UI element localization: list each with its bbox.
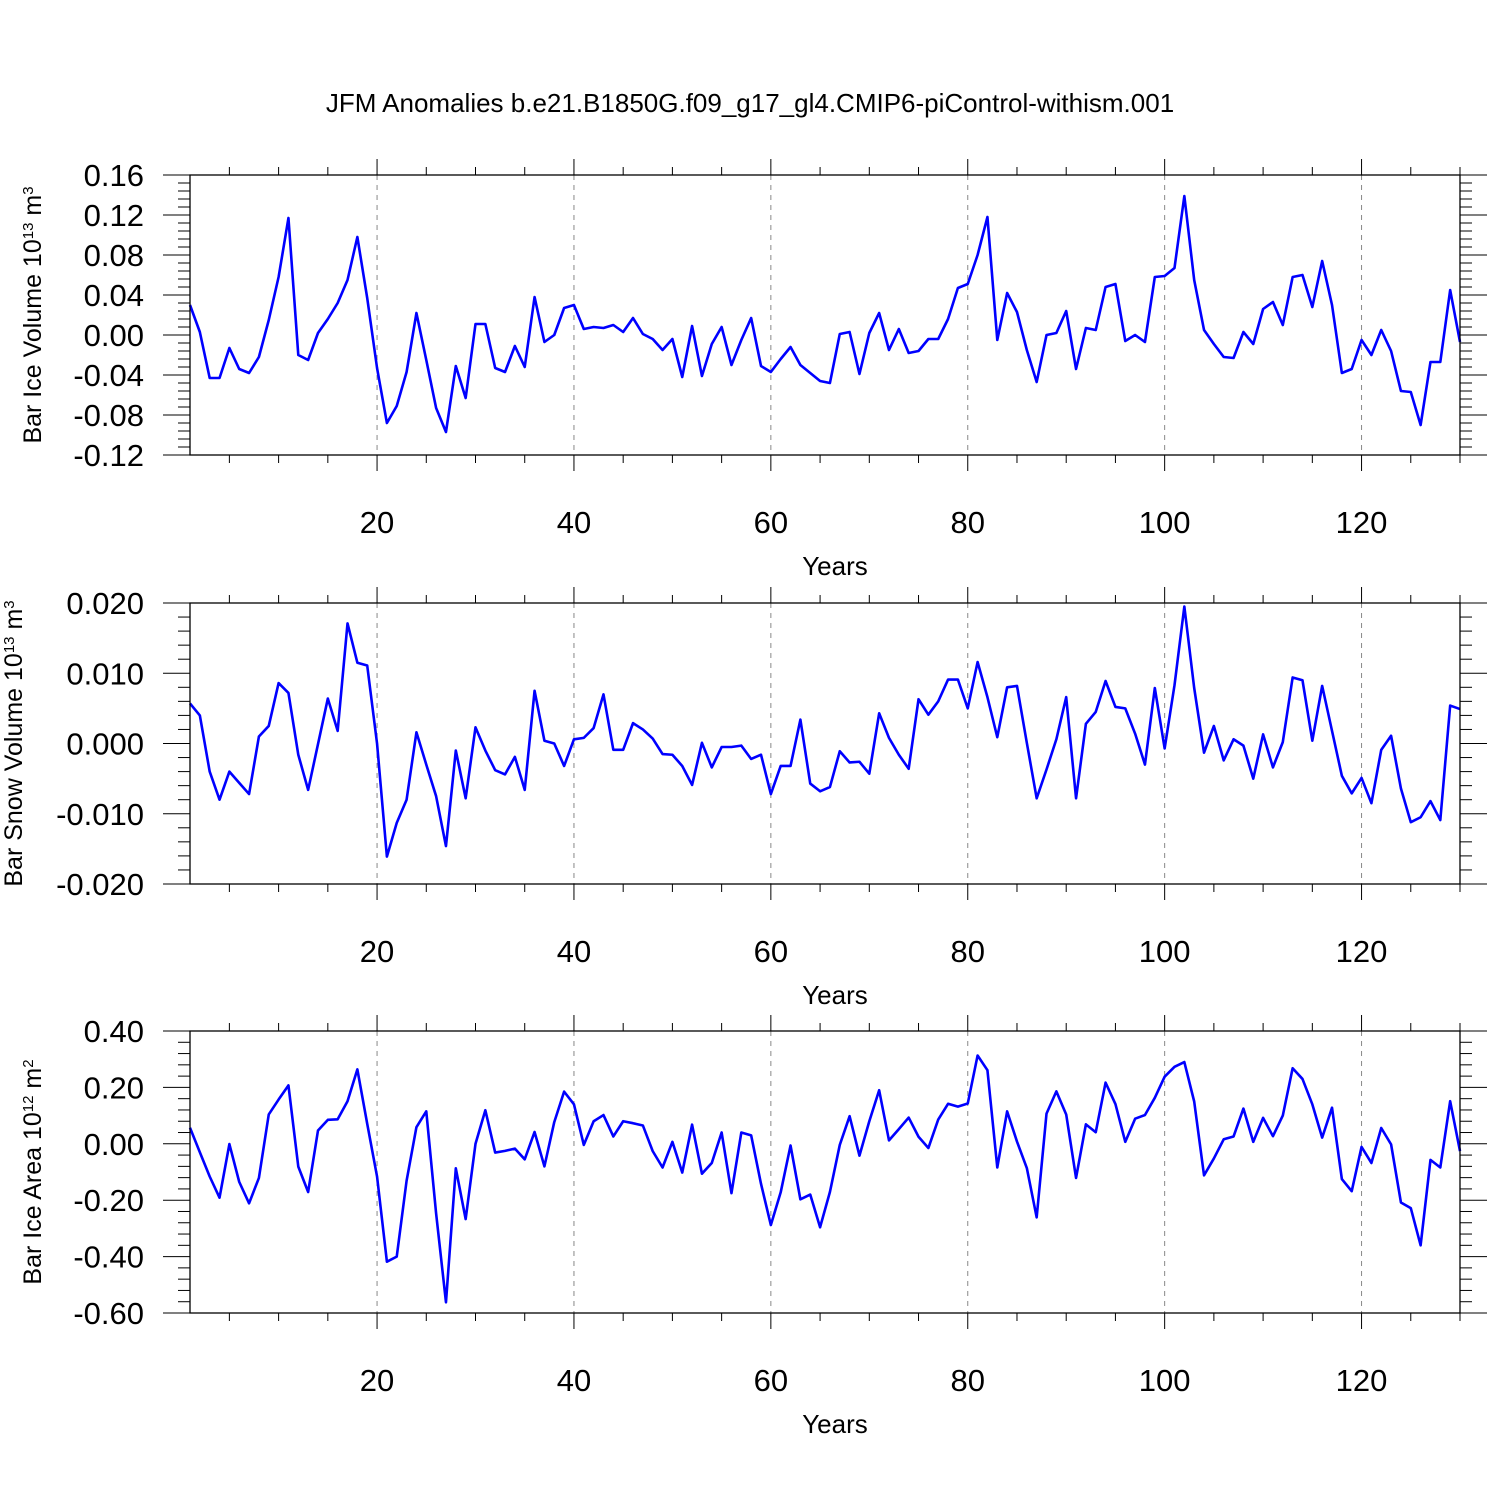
x-tick-label: 80 xyxy=(951,1363,985,1398)
x-axis-label: Years xyxy=(802,1409,868,1439)
y-tick-label: 0.000 xyxy=(66,727,144,762)
x-tick-label: 120 xyxy=(1336,1363,1388,1398)
y-tick-label: -0.08 xyxy=(73,398,144,433)
y-tick-label: -0.60 xyxy=(73,1296,144,1331)
x-axis-label: Years xyxy=(802,551,868,581)
x-tick-label: 20 xyxy=(360,1363,394,1398)
x-axis-label: Years xyxy=(802,980,868,1010)
y-tick-label: -0.20 xyxy=(73,1183,144,1218)
y-tick-label: 0.16 xyxy=(84,158,144,193)
y-tick-label: 0.00 xyxy=(84,318,144,353)
y-tick-label: 0.020 xyxy=(66,586,144,621)
x-tick-label: 40 xyxy=(557,934,591,969)
x-tick-label: 60 xyxy=(754,934,788,969)
series-line xyxy=(188,1054,1462,1304)
y-tick-label: -0.40 xyxy=(73,1240,144,1275)
y-tick-label: -0.12 xyxy=(73,438,144,473)
x-tick-label: 60 xyxy=(754,505,788,540)
y-tick-label: 0.010 xyxy=(66,656,144,691)
y-axis-label: Bar Ice Volume 1013 m3 xyxy=(19,186,47,443)
x-tick-label: 60 xyxy=(754,1363,788,1398)
y-tick-label: 0.40 xyxy=(84,1014,144,1049)
y-axis-label: Bar Snow Volume 1013 m3 xyxy=(0,600,28,886)
y-tick-label: 0.00 xyxy=(84,1127,144,1162)
x-tick-label: 40 xyxy=(557,1363,591,1398)
plot-frame xyxy=(189,1030,1461,1314)
panel-2: 20 40 60 80 100 120 -0.020 -0.010 0.000 0.010 0.02… xyxy=(0,586,1487,1010)
figure-title: JFM Anomalies b.e21.B1850G.f09_g17_gl4.C… xyxy=(326,88,1174,118)
series-line xyxy=(188,605,1461,858)
x-tick-label: 100 xyxy=(1139,505,1191,540)
x-tick-label: 80 xyxy=(951,934,985,969)
x-tick-label: 100 xyxy=(1139,934,1191,969)
series-line xyxy=(188,194,1462,434)
panels: 20 40 60 80 100 120 -0.12 -0.08 -0.04 0.00 0.04 0.0… xyxy=(0,158,1487,1439)
plot-frame xyxy=(189,602,1461,885)
y-tick-label: -0.010 xyxy=(56,797,144,832)
y-tick-label: 0.20 xyxy=(84,1070,144,1105)
x-tick-label: 20 xyxy=(360,934,394,969)
x-tick-label: 80 xyxy=(951,505,985,540)
panel-3: 20 40 60 80 100 120 -0.60 -0.40 -0.20 0.00 0.20 0.4… xyxy=(19,1014,1487,1439)
y-tick-label: -0.04 xyxy=(73,358,144,393)
panel-1: 20 40 60 80 100 120 -0.12 -0.08 -0.04 0.00 0.04 0.0… xyxy=(19,158,1487,581)
x-tick-label: 20 xyxy=(360,505,394,540)
y-tick-label: 0.12 xyxy=(84,198,144,233)
y-axis-label: Bar Ice Area 1012 m2 xyxy=(19,1059,47,1284)
x-tick-label: 120 xyxy=(1336,934,1388,969)
y-tick-label: 0.08 xyxy=(84,238,144,273)
x-tick-label: 120 xyxy=(1336,505,1388,540)
y-tick-label: -0.020 xyxy=(56,867,144,902)
x-tick-label: 40 xyxy=(557,505,591,540)
y-tick-label: 0.04 xyxy=(84,278,144,313)
x-tick-label: 100 xyxy=(1139,1363,1191,1398)
plot-frame xyxy=(189,174,1461,456)
